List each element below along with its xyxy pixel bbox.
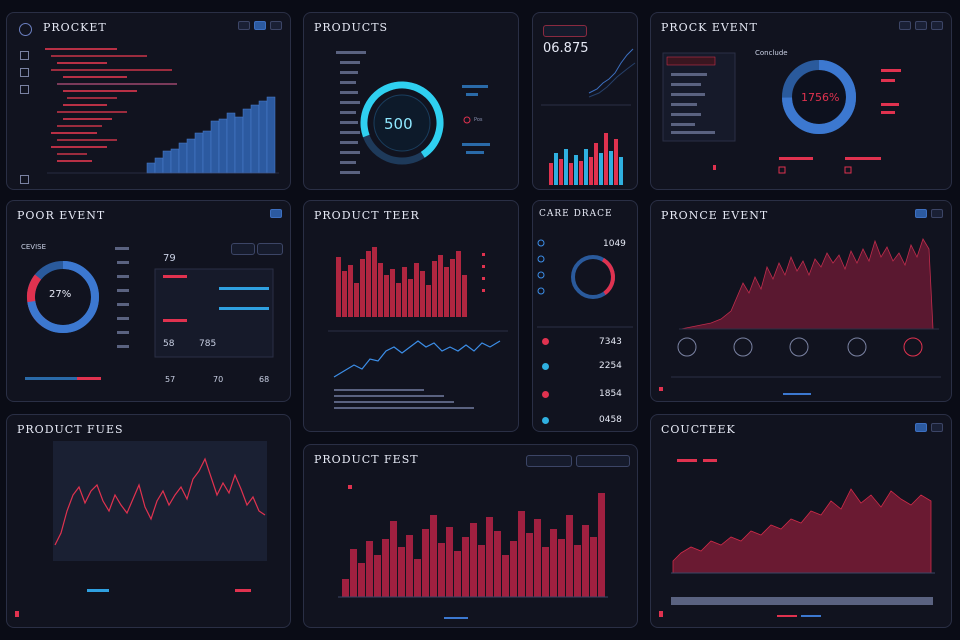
window-icon[interactable]	[254, 21, 266, 30]
panel-poor-event: POOR EVENT CEVISE 27% 79 58 785 57 70 68	[6, 200, 291, 402]
stat-value: 7343	[599, 337, 622, 347]
area-chart	[659, 459, 935, 617]
panel-title: POOR EVENT	[17, 209, 106, 222]
panel-product-fues: PRODUCT FUES	[6, 414, 291, 628]
panel-title: COUCTEEK	[661, 423, 736, 436]
window-icon[interactable]	[915, 423, 927, 432]
side-title: Conclude	[755, 49, 788, 57]
bar-chart	[338, 485, 608, 619]
ring-list	[537, 239, 633, 328]
panel-product-fest: PRODUCT FEST	[303, 444, 638, 628]
window-icon[interactable]	[931, 423, 943, 432]
code-lines	[45, 48, 177, 162]
panel-coucteek: COUCTEEK	[650, 414, 952, 628]
donut-chart	[25, 247, 274, 380]
status-dot	[542, 417, 549, 424]
area-fill	[680, 238, 934, 330]
panel-title: CARE DRACE	[539, 209, 613, 219]
mini-bars	[549, 133, 623, 185]
window-icon[interactable]	[899, 21, 911, 30]
sidebar-list-icon[interactable]	[20, 68, 29, 77]
filter-button[interactable]	[526, 455, 572, 467]
stat-value: 1854	[599, 389, 622, 399]
panel-title: PRODUCT TEER	[314, 209, 420, 222]
panel-controls	[915, 423, 943, 432]
nav-logo-icon[interactable]	[19, 23, 32, 36]
status-dot	[542, 363, 549, 370]
panel-controls	[238, 21, 282, 30]
window-icon[interactable]	[915, 209, 927, 218]
panel-pronce-event: PRONCE EVENT	[650, 200, 952, 402]
gauge-chart	[336, 51, 490, 174]
gauge-arc	[360, 81, 444, 165]
window-icon[interactable]	[931, 209, 943, 218]
panel-title: PRODUCT FUES	[17, 423, 124, 436]
bar-line-chart	[328, 247, 508, 409]
panel-controls	[270, 209, 282, 218]
right-list	[462, 85, 490, 154]
ring-arc	[782, 60, 856, 134]
metric-value: 06.875	[543, 41, 589, 56]
filter-button[interactable]	[231, 243, 255, 255]
panel-product-teer: PRODUCT TEER	[303, 200, 519, 432]
panel-title: PROCK EVENT	[661, 21, 758, 34]
blue-line	[333, 340, 501, 378]
red-bars	[336, 247, 467, 317]
donut-value: 27%	[49, 289, 72, 300]
panel-title: PRODUCTS	[314, 21, 389, 34]
status-dot	[542, 338, 549, 345]
window-icon[interactable]	[915, 21, 927, 30]
pill-button[interactable]	[543, 25, 587, 37]
panel-title: PRONCE EVENT	[661, 209, 769, 222]
area-chart	[659, 238, 941, 395]
sidebar-chart-icon[interactable]	[20, 85, 29, 94]
window-icon[interactable]	[931, 21, 943, 30]
window-icon[interactable]	[270, 21, 282, 30]
window-icon[interactable]	[238, 21, 250, 30]
panel-controls	[915, 209, 943, 218]
red-line	[54, 457, 266, 546]
stat-value: 79	[163, 253, 176, 264]
area-fill	[672, 488, 932, 574]
donut-blue-arc	[27, 261, 99, 333]
stat-value: 58	[163, 339, 175, 349]
window-icon[interactable]	[270, 209, 282, 218]
panel-controls	[899, 21, 943, 30]
stat-value: 785	[199, 339, 217, 349]
left-list	[336, 51, 366, 174]
stat-value: 1049	[603, 239, 626, 249]
side-label: Pos	[474, 117, 483, 123]
sidebar-settings-icon[interactable]	[20, 175, 29, 184]
area-chart	[45, 48, 279, 174]
ring-arc	[571, 255, 615, 299]
line-chart	[15, 441, 267, 617]
panel-title: PROCKET	[43, 21, 107, 34]
ring-chart	[662, 52, 901, 174]
panel-title: PRODUCT FEST	[314, 453, 419, 466]
panel-value: 06.875	[532, 12, 638, 190]
panel-products: PRODUCTS 500 Pos	[303, 12, 519, 190]
gauge-value: 500	[384, 115, 413, 133]
stat-value: 0458	[599, 415, 622, 425]
panel-prock-event: PROCK EVENT Conclude 1756%	[650, 12, 952, 190]
red-bars	[342, 493, 605, 597]
stat-value: 2254	[599, 361, 622, 371]
foot-value: 68	[259, 375, 270, 384]
panel-procket: PROCKET	[6, 12, 291, 190]
panel-care-drace: CARE DRACE 1049 7343 2254 1854 0458	[532, 200, 638, 432]
ring-value: 1756%	[801, 91, 840, 104]
filter-button[interactable]	[576, 455, 630, 467]
mini-charts	[541, 48, 636, 185]
sub-title: CEVISE	[21, 243, 47, 251]
foot-value: 57	[165, 375, 176, 384]
foot-value: 70	[213, 375, 224, 384]
filter-button[interactable]	[257, 243, 283, 255]
blue-bars	[146, 96, 276, 174]
status-dot	[542, 391, 549, 398]
sidebar-grid-icon[interactable]	[20, 51, 29, 60]
